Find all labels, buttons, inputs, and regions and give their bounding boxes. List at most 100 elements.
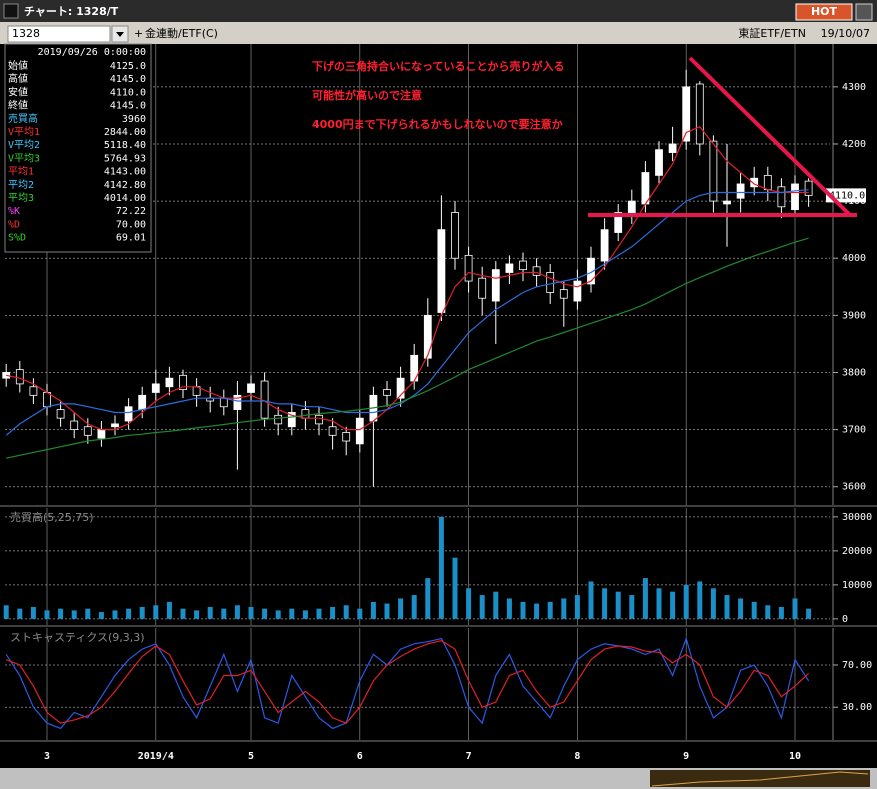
info-value: 4110.0 xyxy=(110,87,146,98)
candle-body xyxy=(668,143,677,153)
x-tick-label: 3 xyxy=(44,751,50,762)
candle-body xyxy=(559,289,568,299)
info-value: 2844.00 xyxy=(104,127,146,138)
candle-body xyxy=(56,409,65,419)
info-label: %K xyxy=(8,206,20,217)
info-value: 4145.0 xyxy=(110,101,146,112)
candle-body xyxy=(247,383,255,393)
stock-name: 金連動/ETF(C) xyxy=(145,26,218,40)
info-value: 4143.00 xyxy=(104,167,146,178)
candle-body xyxy=(791,183,799,211)
candle-body xyxy=(287,412,296,428)
candle-body xyxy=(328,426,337,436)
candle-body xyxy=(124,406,133,422)
volume-bar xyxy=(126,608,132,619)
candle-body xyxy=(723,200,731,205)
close-button[interactable] xyxy=(855,3,873,21)
volume-bar xyxy=(438,516,444,619)
volume-bar xyxy=(738,598,744,619)
candle-body xyxy=(15,369,24,385)
volume-bar xyxy=(506,598,512,619)
volume-bar xyxy=(207,606,213,619)
candle-body xyxy=(138,394,147,411)
volume-bar xyxy=(166,601,172,619)
volume-bar xyxy=(615,591,621,619)
info-box xyxy=(4,43,152,253)
info-label: 終値 xyxy=(8,99,28,112)
overview-line xyxy=(651,771,869,787)
volume-bar xyxy=(248,606,254,619)
line-series xyxy=(6,126,809,431)
info-label: 平均2 xyxy=(8,179,34,191)
code-input[interactable] xyxy=(7,25,111,43)
toolbar-date: 19/10/07 xyxy=(821,27,870,40)
volume-bar xyxy=(425,578,431,619)
pane-title: ストキャスティクス(9,3,3) xyxy=(10,631,145,644)
candle-body xyxy=(165,377,174,388)
volume-bar xyxy=(806,608,812,619)
volume-bar xyxy=(112,610,118,619)
volume-bar xyxy=(234,605,240,619)
volume-bar xyxy=(493,591,499,619)
volume-bar xyxy=(697,581,703,619)
candle-body xyxy=(111,423,119,428)
info-value: 70.00 xyxy=(116,219,146,230)
info-value: 5764.93 xyxy=(104,153,146,164)
info-value: 4125.0 xyxy=(110,61,146,72)
window-title: チャート: 1328/T xyxy=(24,5,119,18)
candle-body xyxy=(301,409,310,419)
candle-body xyxy=(423,314,432,359)
info-label: 安値 xyxy=(8,85,28,98)
volume-bar xyxy=(724,595,730,619)
volume-bar xyxy=(221,608,227,619)
y-tick-label: 3700 xyxy=(842,425,866,436)
candle-body xyxy=(355,417,364,445)
info-value: 72.22 xyxy=(116,206,146,217)
info-label: 高値 xyxy=(8,72,28,85)
candle-body xyxy=(233,394,242,411)
info-label: S%D xyxy=(8,233,26,244)
volume-bar xyxy=(3,605,9,619)
pane-title: 売買高(5,25,75) xyxy=(10,510,94,524)
annotation: 可能性が高いので注意 xyxy=(312,88,422,102)
info-label: %D xyxy=(8,219,20,230)
candle-body xyxy=(383,389,391,396)
volume-bar xyxy=(139,606,145,619)
volume-bar xyxy=(452,557,458,619)
plus-icon: + xyxy=(134,27,143,40)
volume-bar xyxy=(588,581,594,619)
y-tick-label: 30.00 xyxy=(842,702,872,713)
candle-body xyxy=(600,229,609,262)
volume-bar xyxy=(778,606,784,619)
line-series xyxy=(6,237,809,459)
candle-body xyxy=(546,272,555,293)
volume-bar xyxy=(384,603,390,619)
app-icon xyxy=(3,3,19,19)
candle-body xyxy=(777,186,786,208)
volume-bar xyxy=(180,608,186,619)
title-bar xyxy=(0,0,877,22)
candle-body xyxy=(532,266,541,276)
info-label: V平均2 xyxy=(8,139,40,151)
y-tick-label: 3900 xyxy=(842,310,866,321)
candle-body xyxy=(396,377,405,399)
hot-label[interactable]: HOT xyxy=(811,5,838,18)
candle-body xyxy=(763,174,772,191)
volume-bar xyxy=(683,584,689,619)
candle-body xyxy=(315,414,323,425)
volume-bar xyxy=(17,608,23,619)
volume-bar xyxy=(629,595,635,619)
y-tick-label: 20000 xyxy=(842,546,872,557)
dropdown-arrow xyxy=(116,32,124,37)
candle-body xyxy=(491,269,500,302)
volume-bar xyxy=(574,595,580,619)
volume-bar xyxy=(370,601,376,619)
candle-body xyxy=(709,140,718,202)
info-date: 2019/09/26 0:00:00 xyxy=(38,47,146,58)
volume-bar xyxy=(153,605,159,619)
hot-button[interactable] xyxy=(795,3,853,21)
x-tick-label: 5 xyxy=(248,751,254,762)
candle-body xyxy=(274,414,283,425)
last-price-label: 4110.0 xyxy=(829,190,865,201)
volume-bar xyxy=(316,608,322,619)
